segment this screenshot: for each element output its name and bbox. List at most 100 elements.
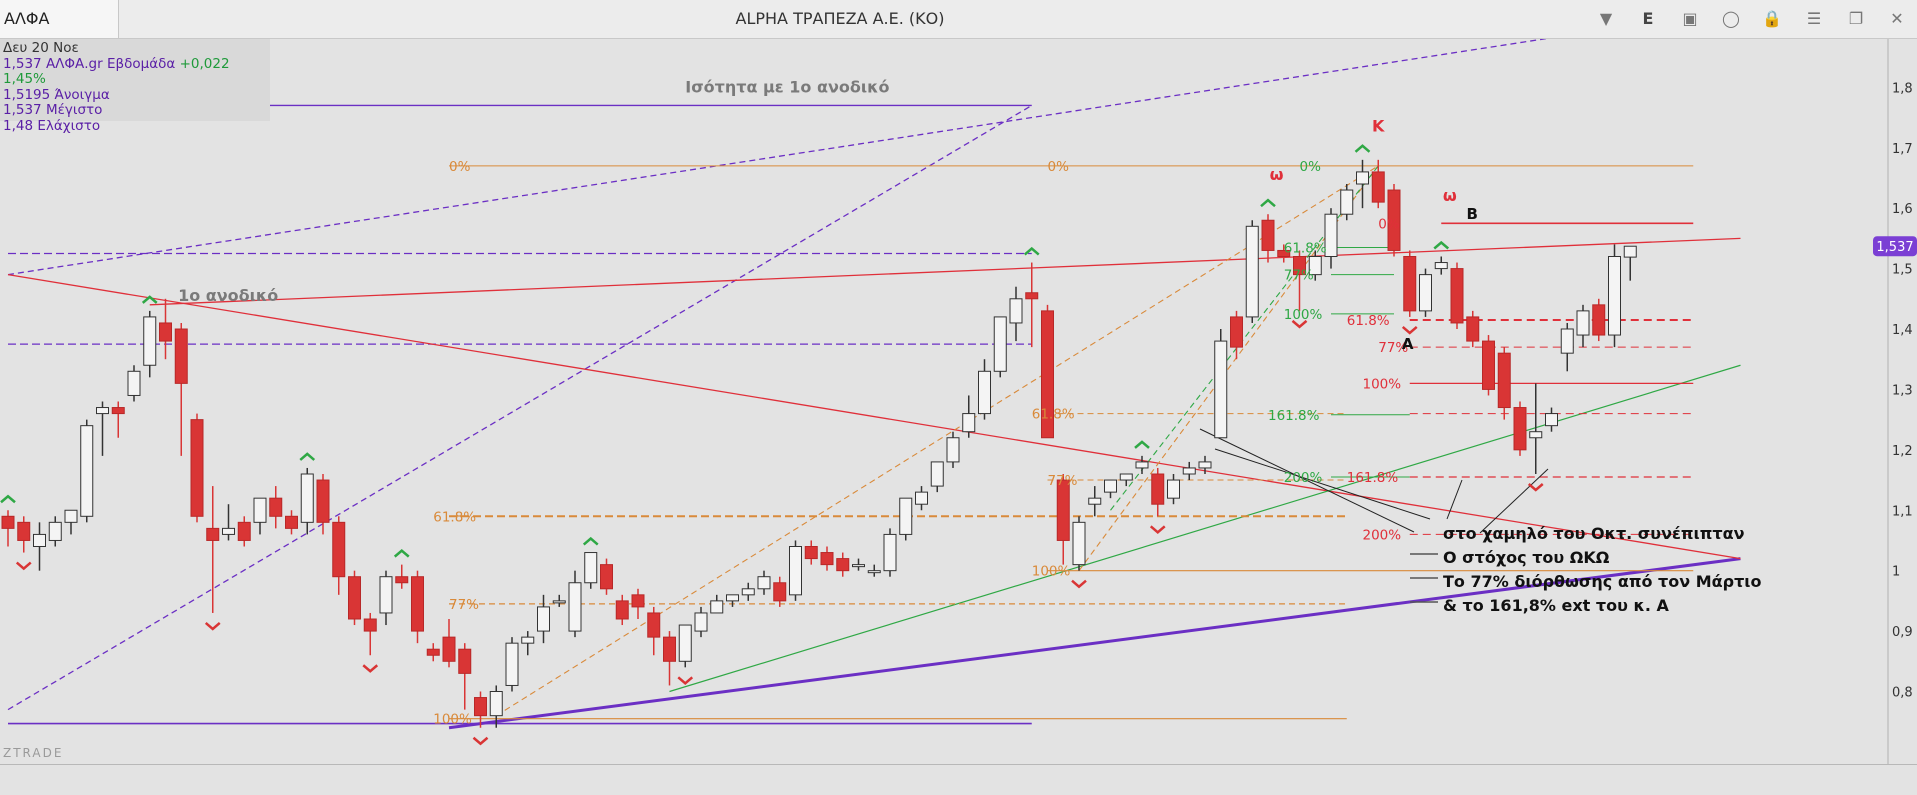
candle-body: [757, 576, 771, 590]
down-arrow-icon: [1401, 325, 1418, 335]
candle: [1104, 479, 1117, 499]
candle: [647, 606, 661, 656]
fib-label: 100%: [1363, 376, 1402, 392]
note-line: Το 77% διόρθωσης από τον Μάρτιο: [1443, 572, 1762, 591]
candle-body: [1513, 407, 1527, 451]
candle-body: [395, 576, 409, 584]
candle: [316, 474, 330, 535]
fib-label: 61.8%: [1032, 407, 1075, 423]
candle: [348, 570, 361, 626]
candle-body: [678, 624, 692, 662]
candle: [159, 298, 172, 360]
candle-body: [1, 515, 15, 529]
info-price: 1,537 ΑΛΦΑ.gr Εβδομάδα: [3, 55, 176, 72]
candle: [411, 570, 424, 644]
candle-body: [852, 564, 865, 568]
candle-body: [1324, 213, 1338, 257]
candle: [64, 509, 78, 535]
candle-body: [1151, 473, 1165, 505]
candle-body: [474, 697, 487, 717]
candle: [1, 510, 15, 547]
candle: [899, 497, 913, 541]
candle: [552, 594, 566, 607]
candle: [836, 552, 850, 577]
candle: [1009, 286, 1023, 342]
fib-label: 100%: [433, 712, 472, 728]
symbol-tab[interactable]: ΑΛΦΑ: [0, 0, 119, 38]
close-icon[interactable]: ✕: [1890, 9, 1904, 28]
candle-body: [1623, 245, 1637, 258]
candle: [820, 546, 834, 571]
candle-body: [363, 618, 377, 632]
candle-body: [1371, 171, 1385, 203]
candle-body: [505, 642, 519, 686]
orange-diag-2: [1078, 165, 1379, 571]
candle: [1072, 516, 1086, 571]
down-arrow-icon: [15, 561, 32, 571]
candle-body: [33, 533, 46, 547]
candle-body: [615, 600, 629, 620]
layout-icon[interactable]: ▣: [1682, 9, 1698, 28]
candle: [883, 528, 897, 577]
candle: [1151, 467, 1165, 517]
fib-label: 161.8%: [1347, 470, 1399, 486]
candle-body: [190, 419, 204, 517]
candle-body: [1608, 256, 1621, 336]
fib-label: 100%: [1284, 307, 1323, 323]
candle: [1340, 184, 1354, 221]
candle: [1356, 159, 1369, 209]
e-icon[interactable]: E: [1642, 9, 1654, 28]
candle: [993, 316, 1007, 378]
drawing-layer: 0% 61.8% 77% 100% 0% 61.8% 77% 100% 0% 61.8% 77% 10…: [0, 39, 1762, 746]
down-arrow-icon: [362, 664, 379, 673]
candle: [1450, 262, 1464, 329]
candle-body: [1041, 310, 1054, 439]
purple-upper-channel: [7, 39, 1548, 276]
candle-body: [1293, 256, 1306, 276]
lock-icon[interactable]: 🔒: [1762, 9, 1782, 28]
candle: [726, 594, 739, 607]
candle-body: [710, 600, 724, 614]
note-line: & το 161,8% ext του κ. Α: [1443, 596, 1669, 615]
green-trend: [669, 364, 1741, 693]
candle-body: [962, 413, 976, 433]
candle-body: [1576, 310, 1590, 336]
menu-icon[interactable]: ☰: [1806, 9, 1822, 28]
restore-icon[interactable]: ❐: [1848, 9, 1864, 28]
candle-body: [946, 437, 960, 463]
candle: [1198, 455, 1212, 474]
last-price-tag: [1873, 236, 1917, 257]
candle: [631, 588, 645, 619]
candle-body: [253, 497, 267, 523]
info-open: 1,5195 Άνοιγμα: [3, 86, 110, 103]
y-tick-label: 1,2: [1892, 444, 1913, 459]
candle-body: [694, 612, 708, 632]
candle: [1513, 401, 1527, 456]
fib-label: 77%: [1048, 473, 1078, 489]
candle-body: [442, 636, 456, 662]
candle-body: [1072, 521, 1086, 566]
up-arrow-icon: [299, 452, 316, 461]
price-chart[interactable]: 0%61.8%77%100%0%61.8%77%100%0%61.8%77%10…: [0, 39, 1917, 764]
candle-body: [332, 521, 346, 578]
fib-label: 61.8%: [433, 509, 476, 525]
candle-body: [237, 521, 251, 541]
candle: [222, 504, 235, 541]
annotation: Ισότητα με 1ο ανοδικό: [685, 77, 889, 96]
candle: [600, 558, 613, 595]
annotation: Κ: [1372, 117, 1385, 136]
chevron-down-icon[interactable]: ▼: [1599, 9, 1613, 28]
candle-body: [1025, 292, 1039, 300]
y-tick-label: 0,8: [1892, 686, 1913, 701]
candle-body: [1261, 219, 1275, 251]
candle-body: [993, 316, 1007, 372]
candle: [489, 685, 503, 728]
candle-body: [316, 479, 330, 523]
candle-body: [584, 552, 598, 584]
candle: [852, 558, 865, 571]
candle: [1245, 220, 1259, 323]
chat-icon[interactable]: ◯: [1722, 9, 1740, 28]
fib-label: 61.8%: [1284, 240, 1327, 256]
candle: [789, 540, 802, 601]
